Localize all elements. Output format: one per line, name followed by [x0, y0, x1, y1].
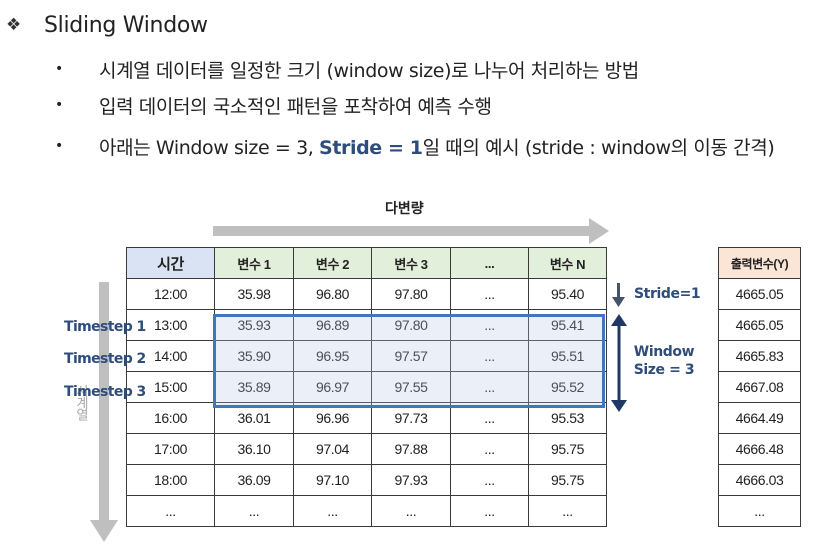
cell-time: 17:00: [126, 433, 215, 465]
output-row: 4665.05: [718, 278, 801, 310]
output-row: 4666.03: [718, 464, 801, 496]
right-arrow-icon: [213, 218, 609, 244]
bullet-text-pre: 아래는 Window size = 3,: [99, 136, 320, 159]
cell-var1: 36.10: [214, 433, 294, 465]
cell-var3: 97.55: [371, 371, 451, 403]
column-header-ellipsis: ...: [450, 247, 529, 279]
cell-output: 4667.08: [718, 371, 801, 403]
cell-var1: 36.09: [214, 464, 294, 496]
window-size-label: Window Size = 3: [630, 343, 698, 379]
table-header-row: 시간 변수 1 변수 2 변수 3 ... 변수 N: [126, 247, 607, 279]
cell-output: 4665.05: [718, 309, 801, 341]
table-row: 15:00 35.89 96.97 97.55... 95.52: [126, 371, 607, 403]
stride-emphasis: Stride = 1: [319, 136, 423, 159]
cell-varN: 95.75: [528, 433, 607, 465]
cell-time: 18:00: [126, 464, 215, 496]
window-size-label-line1: Window: [633, 344, 695, 360]
cell-time: 16:00: [126, 402, 215, 434]
table-row: ..................: [126, 495, 607, 527]
column-header-var1: 변수 1: [214, 247, 294, 279]
window-size-arrow-icon: [611, 314, 627, 412]
data-table: 시간 변수 1 변수 2 변수 3 ... 변수 N 12:00 35.98 96.…: [126, 247, 607, 527]
page-title: Sliding Window: [44, 12, 208, 38]
down-arrow-icon: [90, 282, 118, 542]
column-header-var2: 변수 2: [293, 247, 372, 279]
table-row: 17:00 36.10 97.04 97.88... 95.75: [126, 433, 607, 465]
bullet-item: • 입력 데이터의 국소적인 패턴을 포착하여 예측 수행: [55, 91, 492, 119]
output-table: 출력변수(Y) 4665.05 4665.05 4665.83 4667.08 4664…: [718, 247, 801, 527]
cell-output: 4666.03: [718, 464, 801, 496]
cell-time: 12:00: [126, 278, 215, 310]
cell-time: 15:00: [126, 371, 215, 403]
diamond-bullet-icon: ❖: [6, 15, 22, 35]
cell-output: 4665.83: [718, 340, 801, 372]
cell-time: 13:00: [126, 309, 215, 341]
cell-var2: 97.04: [293, 433, 372, 465]
window-size-label-line2: Size = 3: [633, 362, 695, 378]
sliding-window-highlight: [213, 314, 605, 408]
cell-var3: ...: [371, 495, 451, 527]
cell-ellipsis: ...: [450, 278, 529, 310]
timestep-label: Timestep 1: [64, 319, 146, 335]
column-header-varN: 변수 N: [528, 247, 607, 279]
bullet-item: • 시계열 데이터를 일정한 크기 (window size)로 나누어 처리하…: [55, 55, 639, 83]
title-row: ❖ Sliding Window: [6, 10, 208, 40]
cell-var2: 96.80: [293, 278, 372, 310]
cell-var2: 96.97: [293, 371, 372, 403]
output-row: 4666.48: [718, 433, 801, 465]
cell-varN: ...: [528, 495, 607, 527]
bullet-dot-icon: •: [55, 138, 63, 154]
table-row: 12:00 35.98 96.80 97.80... 95.40: [126, 278, 607, 310]
bullet-text-post: 일 때의 예시 (stride : window의 이동 간격): [422, 136, 775, 159]
stride-label: Stride=1: [634, 286, 701, 302]
cell-ellipsis: ...: [450, 433, 529, 465]
cell-output: ...: [718, 495, 801, 527]
timestep-label: Timestep 3: [64, 384, 146, 400]
cell-output: 4664.49: [718, 402, 801, 434]
cell-output: 4666.48: [718, 433, 801, 465]
output-row: ...: [718, 495, 801, 527]
output-row: 4665.83: [718, 340, 801, 372]
timestep-label: Timestep 2: [64, 351, 146, 367]
output-row: 4665.05: [718, 309, 801, 341]
cell-time: 14:00: [126, 340, 215, 372]
cell-var3: 97.80: [371, 278, 451, 310]
cell-ellipsis: ...: [450, 495, 529, 527]
cell-time: ...: [126, 495, 215, 527]
bullet-dot-icon: •: [55, 97, 63, 113]
column-header-time: 시간: [126, 247, 215, 279]
column-header-var3: 변수 3: [371, 247, 451, 279]
bullet-text: 아래는 Window size = 3, Stride = 1일 때의 예시 (…: [99, 133, 775, 160]
cell-ellipsis: ...: [450, 464, 529, 496]
cell-var1: 35.89: [214, 371, 294, 403]
stride-arrow-icon: [612, 283, 625, 307]
cell-varN: 95.52: [528, 371, 607, 403]
cell-var3: 97.93: [371, 464, 451, 496]
cell-var1: 35.98: [214, 278, 294, 310]
bullet-item: • 아래는 Window size = 3, Stride = 1일 때의 예시…: [55, 132, 775, 160]
output-row: 4664.49: [718, 402, 801, 434]
cell-ellipsis: ...: [450, 340, 529, 372]
cell-varN: 95.40: [528, 278, 607, 310]
bullet-text: 시계열 데이터를 일정한 크기 (window size)로 나누어 처리하는 …: [99, 59, 639, 82]
table-row: 18:00 36.09 97.10 97.93... 95.75: [126, 464, 607, 496]
time-series-label: 시계열: [73, 384, 88, 420]
output-row: 4667.08: [718, 371, 801, 403]
bullet-text: 입력 데이터의 국소적인 패턴을 포착하여 예측 수행: [99, 95, 492, 118]
output-column-header: 출력변수(Y): [718, 247, 801, 279]
cell-varN: 95.75: [528, 464, 607, 496]
bullet-dot-icon: •: [55, 61, 63, 77]
output-header-row: 출력변수(Y): [718, 247, 801, 279]
cell-output: 4665.05: [718, 278, 801, 310]
cell-var2: ...: [293, 495, 372, 527]
cell-var1: ...: [214, 495, 294, 527]
multivariate-label: 다변량: [385, 201, 424, 217]
cell-var3: 97.88: [371, 433, 451, 465]
cell-var2: 97.10: [293, 464, 372, 496]
